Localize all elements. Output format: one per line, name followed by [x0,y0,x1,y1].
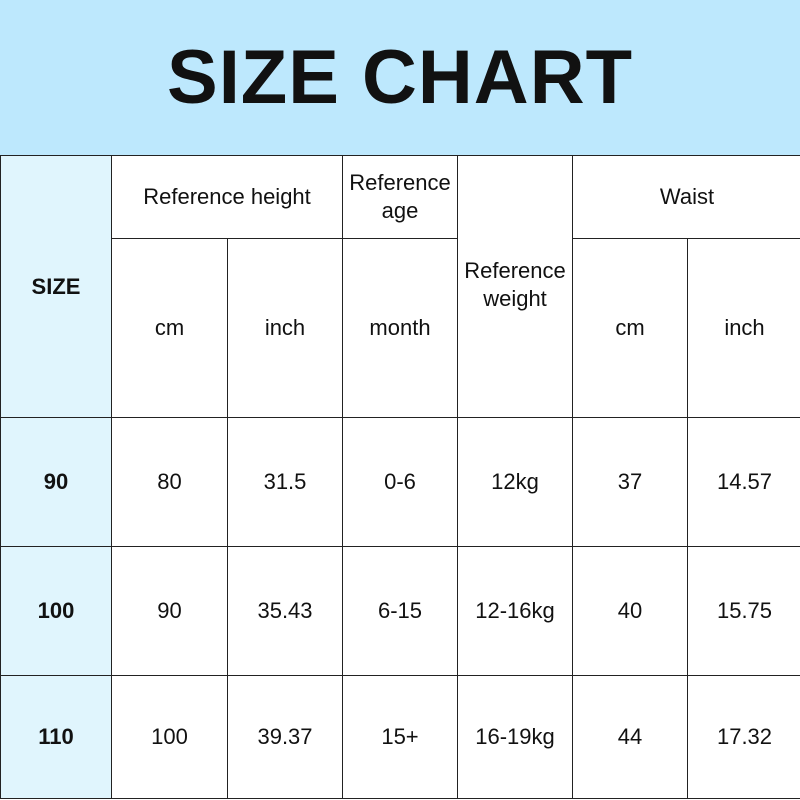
cell-age: 0-6 [342,417,458,547]
header-height-cm: cm [111,238,228,418]
cell-weight: 12-16kg [457,546,573,676]
cell-height-inch: 35.43 [227,546,343,676]
cell-waist-cm: 40 [572,546,688,676]
page-title: SIZE CHART [167,35,633,120]
header-reference-height: Reference height [111,155,343,239]
cell-age: 15+ [342,675,458,799]
header-reference-age: Reference age [342,155,458,239]
header-size: SIZE [0,155,112,418]
header-waist-inch: inch [687,238,800,418]
cell-height-cm: 100 [111,675,228,799]
cell-waist-inch: 15.75 [687,546,800,676]
size-chart-table: SIZE Reference height Reference age Refe… [0,155,800,799]
cell-age: 6-15 [342,546,458,676]
cell-height-inch: 31.5 [227,417,343,547]
header-waist-cm: cm [572,238,688,418]
cell-waist-inch: 17.32 [687,675,800,799]
cell-size: 90 [0,417,112,547]
header-reference-weight-label: Reference weight [464,257,566,311]
cell-size: 110 [0,675,112,799]
header-waist: Waist [572,155,800,239]
header-reference-weight: Reference weight [457,155,573,418]
header-row: SIZE Reference height Reference age Refe… [0,155,800,418]
cell-waist-cm: 44 [572,675,688,799]
table-row: 90 80 31.5 0-6 12kg 37 14.57 [0,417,800,547]
header-age-month: month [342,238,458,418]
cell-size: 100 [0,546,112,676]
cell-weight: 16-19kg [457,675,573,799]
cell-height-cm: 90 [111,546,228,676]
header-height-inch: inch [227,238,343,418]
cell-waist-cm: 37 [572,417,688,547]
subheader-row: cm inch month cm inch [1,238,800,418]
table-row: 110 100 39.37 15+ 16-19kg 44 17.32 [0,675,800,799]
cell-waist-inch: 14.57 [687,417,800,547]
table-row: 100 90 35.43 6-15 12-16kg 40 15.75 [0,546,800,676]
title-banner: SIZE CHART [0,0,800,155]
cell-weight: 12kg [457,417,573,547]
cell-height-inch: 39.37 [227,675,343,799]
cell-height-cm: 80 [111,417,228,547]
